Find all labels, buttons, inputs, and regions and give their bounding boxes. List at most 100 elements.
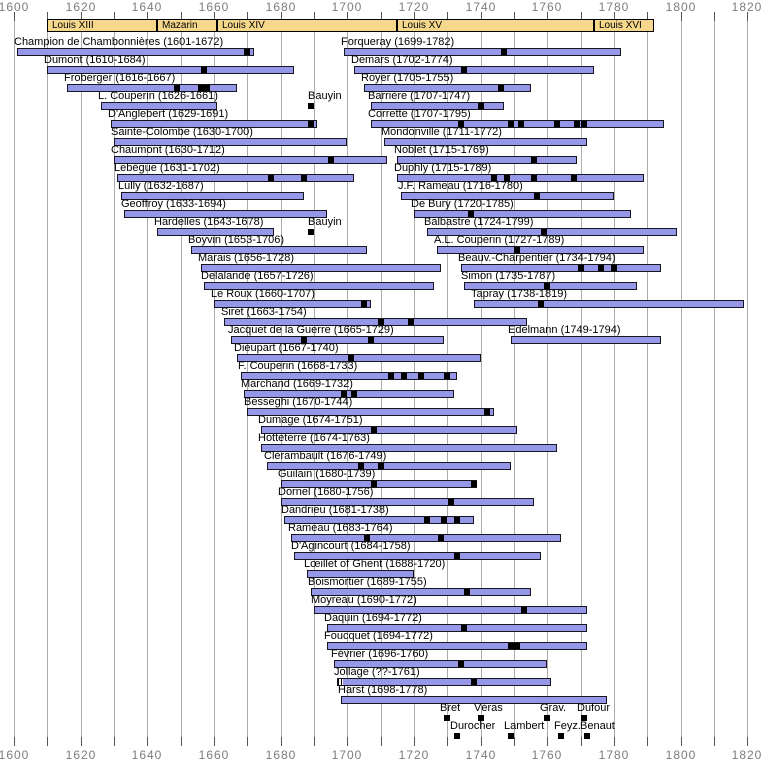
uncertain-start-edge [338, 679, 343, 685]
lifespan-bar-hardelles [157, 228, 274, 236]
lifespan-bar-simon [464, 282, 637, 290]
publication-marker [348, 355, 354, 361]
composer-label-boyvin: Boyvin (1653-1706) [188, 234, 285, 246]
bottom-annotation-marker-dufour [581, 715, 587, 721]
composer-label-le-roux: Le Roux (1660-1707) [211, 288, 315, 300]
lifespan-bar-le-roux [214, 300, 371, 308]
axis-tick-bottom [214, 737, 215, 746]
axis-tick-bottom [547, 737, 548, 746]
composer-label-foucquet: Foucquet (1694-1772) [324, 630, 433, 642]
gridline [581, 12, 582, 746]
composer-label-cl-rambault: Clérambault (1676-1749) [264, 450, 387, 462]
publication-marker [541, 229, 547, 235]
axis-tick-top [181, 12, 182, 21]
axis-label-top: 1740 [465, 0, 497, 14]
axis-tick-bottom [514, 737, 515, 746]
publication-marker [578, 265, 584, 271]
axis-tick-bottom [181, 737, 182, 746]
publication-marker [508, 121, 514, 127]
axis-tick-top [547, 12, 548, 21]
publication-marker [454, 553, 460, 559]
publication-marker [174, 85, 180, 91]
gridline [147, 12, 148, 746]
composer-label-royer: Royer (1705-1755) [361, 72, 454, 84]
composer-label-siret: Siret (1663-1754) [221, 306, 307, 318]
bottom-annotation-label-lambert: Lambert [504, 720, 545, 732]
gridline [214, 12, 215, 746]
lifespan-bar-d-agincourt [294, 552, 541, 560]
lifespan-bar-dornel [281, 498, 534, 506]
axis-label-bottom: 1800 [665, 748, 697, 762]
composer-label-d-anglebert: D'Anglebert (1629-1691) [108, 108, 229, 120]
gridline [14, 12, 15, 746]
publication-marker [518, 121, 524, 127]
axis-label-top: 1780 [598, 0, 630, 14]
publication-marker [514, 247, 520, 253]
axis-tick-bottom [747, 737, 748, 746]
publication-marker [471, 481, 477, 487]
gridline [714, 12, 715, 746]
axis-label-bottom: 1740 [465, 748, 497, 762]
axis-label-bottom: 1820 [731, 748, 763, 762]
lifespan-bar-daquin [327, 624, 587, 632]
publication-marker [371, 481, 377, 487]
gridline [81, 12, 82, 746]
gridline [681, 12, 682, 746]
lifespan-bar-mondonville [384, 138, 587, 146]
lifespan-bar-a-l-couperin [437, 246, 644, 254]
axis-tick-bottom [147, 737, 148, 746]
composer-label-simon: Simon (1735-1787) [461, 270, 556, 282]
composer-label-corrette: Corrette (1707-1795) [368, 108, 471, 120]
lifespan-bar-siret [224, 318, 527, 326]
axis-label-top: 1720 [398, 0, 430, 14]
lifespan-bar-corrette [371, 120, 664, 128]
composer-label-barri-re: Barrière (1707-1747) [368, 90, 471, 102]
axis-tick-bottom [247, 737, 248, 746]
bottom-annotation-marker-grav [544, 715, 550, 721]
gridline [647, 12, 648, 746]
axis-tick-top [81, 12, 82, 21]
axis-tick-top [314, 12, 315, 21]
composer-label-duphly: Duphly (1715-1789) [394, 162, 492, 174]
axis-tick-bottom [681, 737, 682, 746]
bauyin-annotation-label: Bauyin [308, 90, 342, 102]
publication-marker [378, 319, 384, 325]
composer-label-froberger: Froberger (1616-1667) [64, 72, 176, 84]
publication-marker [531, 157, 537, 163]
axis-tick-bottom [47, 737, 48, 746]
axis-tick-bottom [281, 737, 282, 746]
axis-tick-top [214, 12, 215, 21]
publication-marker [198, 85, 204, 91]
bottom-annotation-label-feyz: Feyz. [554, 720, 581, 732]
publication-marker [611, 265, 617, 271]
publication-marker [464, 589, 470, 595]
bottom-annotation-marker-v-ras [478, 715, 484, 721]
publication-marker [471, 679, 477, 685]
publication-marker [598, 265, 604, 271]
lifespan-bar-leb-gue [117, 174, 354, 182]
lifespan-bar-foucquet [327, 642, 587, 650]
composer-label-jacquet-de-la-guerre: Jacquet de la Guerre (1665-1729) [228, 324, 394, 336]
gridline [614, 12, 615, 746]
publication-marker [544, 283, 550, 289]
composer-label-rameau: Rameau (1683-1764) [288, 522, 393, 534]
composer-label-d-agincourt: D'Agincourt (1684-1758) [291, 540, 411, 552]
composer-label-dornel: Dornel (1680-1756) [278, 486, 374, 498]
axis-label-bottom: 1720 [398, 748, 430, 762]
composer-label-hotteterre: Hotteterre (1674-1763) [258, 432, 370, 444]
publication-marker [458, 661, 464, 667]
lifespan-bar-marchand [244, 390, 454, 398]
composer-label-tapray: Tapray (1738-1819) [471, 288, 568, 300]
axis-tick-top [147, 12, 148, 21]
publication-marker [308, 121, 314, 127]
lifespan-bar-marais [201, 264, 441, 272]
axis-tick-bottom [714, 737, 715, 746]
composer-label-dumage: Dumage (1674-1751) [258, 414, 363, 426]
axis-tick-top [647, 12, 648, 21]
gridline [547, 12, 548, 746]
publication-marker [244, 49, 250, 55]
composer-label-a-l-couperin: A.L. Couperin (1727-1789) [434, 234, 565, 246]
lifespan-bar-f-vrier [334, 660, 547, 668]
axis-tick-top [281, 12, 282, 21]
